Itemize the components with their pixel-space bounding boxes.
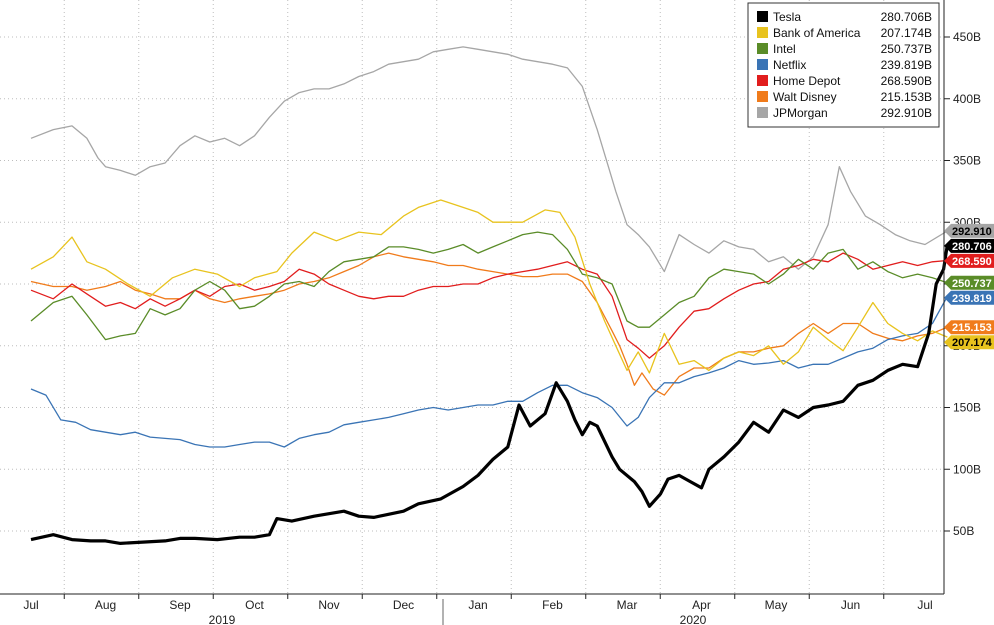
- x-tick-label: May: [765, 598, 788, 612]
- x-tick-label: Sep: [169, 598, 191, 612]
- legend-swatch: [757, 43, 768, 54]
- legend-swatch: [757, 107, 768, 118]
- legend-series-value: 207.174B: [881, 26, 932, 40]
- value-tag-box: [944, 290, 994, 305]
- series-line-netflix: [30, 295, 948, 448]
- x-tick-label: Jul: [917, 598, 932, 612]
- legend-series-value: 280.706B: [881, 10, 932, 24]
- legend-swatch: [757, 59, 768, 70]
- value-tag-intel: 250.737: [944, 275, 994, 290]
- value-tag-label: 280.706: [952, 241, 992, 253]
- x-tick-label: Nov: [318, 598, 339, 612]
- legend-series-name: JPMorgan: [773, 106, 828, 120]
- x-year-label: 2019: [209, 613, 236, 625]
- legend-swatch: [757, 27, 768, 38]
- legend: Tesla 280.706B Bank of America 207.174B Inte…: [747, 2, 940, 128]
- legend-item: Home Depot 268.590B: [757, 74, 932, 88]
- legend-series-name: Tesla: [773, 10, 801, 24]
- value-tag-home-depot: 268.590: [944, 253, 994, 268]
- legend-series-name: Walt Disney: [773, 90, 837, 104]
- value-tag-box: [944, 335, 994, 350]
- legend-series-name: Bank of America: [773, 26, 861, 40]
- x-tick-label: Jun: [841, 598, 860, 612]
- last-value-tags: 292.910 280.706 268.590 250.737 239.819 215.1…: [944, 223, 994, 350]
- legend-series-value: 268.590B: [881, 74, 932, 88]
- x-tick-label: Mar: [617, 598, 638, 612]
- value-tag-label: 239.819: [952, 293, 992, 305]
- series-line-jpmorgan: [30, 46, 948, 273]
- legend-series-value: 239.819B: [881, 58, 932, 72]
- y-tick-label: 450B: [953, 30, 981, 44]
- legend-series-value: 215.153B: [881, 90, 932, 104]
- legend-series-value: 292.910B: [881, 106, 932, 120]
- legend-box: [747, 2, 940, 128]
- y-tick-label: 400B: [953, 92, 981, 106]
- series-line-home-depot: [30, 252, 948, 359]
- series-line-tesla: [30, 244, 949, 545]
- value-tag-tesla: 280.706: [944, 238, 994, 253]
- value-tag-box: [944, 275, 994, 290]
- legend-swatch: [757, 11, 768, 22]
- y-tick-label: 150B: [953, 401, 981, 415]
- legend-item: Tesla 280.706B: [757, 10, 932, 24]
- legend-series-name: Home Depot: [773, 74, 841, 88]
- value-tag-box: [944, 253, 994, 268]
- value-tag-box: [944, 238, 994, 253]
- x-axis-ticks: Jul Aug Sep Oct Nov Dec Jan Feb Mar Apr May Jun Jul 2…: [23, 594, 933, 625]
- legend-item: Intel 250.737B: [757, 42, 932, 56]
- legend-series-name: Netflix: [773, 58, 806, 72]
- legend-swatch: [757, 75, 768, 86]
- legend-swatch: [757, 91, 768, 102]
- value-tag-label: 207.174: [952, 337, 993, 349]
- legend-item: Walt Disney 215.153B: [757, 90, 932, 104]
- legend-series-value: 250.737B: [881, 42, 932, 56]
- series-line-bank-of-america: [30, 199, 948, 374]
- x-tick-label: Apr: [692, 598, 711, 612]
- y-tick-label: 100B: [953, 462, 981, 476]
- value-tag-netflix: 239.819: [944, 290, 994, 305]
- y-tick-label: 50B: [953, 524, 974, 538]
- value-tag-label: 268.590: [952, 256, 992, 268]
- value-tag-bank-of-america: 207.174: [944, 335, 994, 350]
- x-year-label: 2020: [680, 613, 707, 625]
- x-tick-label: Jul: [23, 598, 38, 612]
- x-tick-label: Oct: [245, 598, 264, 612]
- legend-series-name: Intel: [773, 42, 796, 56]
- legend-item: Netflix 239.819B: [757, 58, 932, 72]
- x-tick-label: Feb: [542, 598, 563, 612]
- value-tag-walt-disney: 215.153: [944, 320, 994, 335]
- value-tag-label: 292.910: [952, 226, 992, 238]
- value-tag-box: [944, 320, 994, 335]
- series-lines: [30, 46, 949, 545]
- x-tick-label: Dec: [393, 598, 414, 612]
- legend-item: JPMorgan 292.910B: [757, 106, 932, 120]
- y-tick-label: 350B: [953, 154, 981, 168]
- x-tick-label: Aug: [95, 598, 116, 612]
- value-tag-label: 215.153: [952, 322, 992, 334]
- x-tick-label: Jan: [468, 598, 487, 612]
- value-tag-jpmorgan: 292.910: [944, 223, 994, 238]
- series-line-intel: [30, 231, 948, 341]
- value-tag-box: [944, 223, 994, 238]
- series-line-walt-disney: [30, 252, 948, 396]
- legend-item: Bank of America 207.174B: [757, 26, 932, 40]
- value-tag-label: 250.737: [952, 278, 992, 290]
